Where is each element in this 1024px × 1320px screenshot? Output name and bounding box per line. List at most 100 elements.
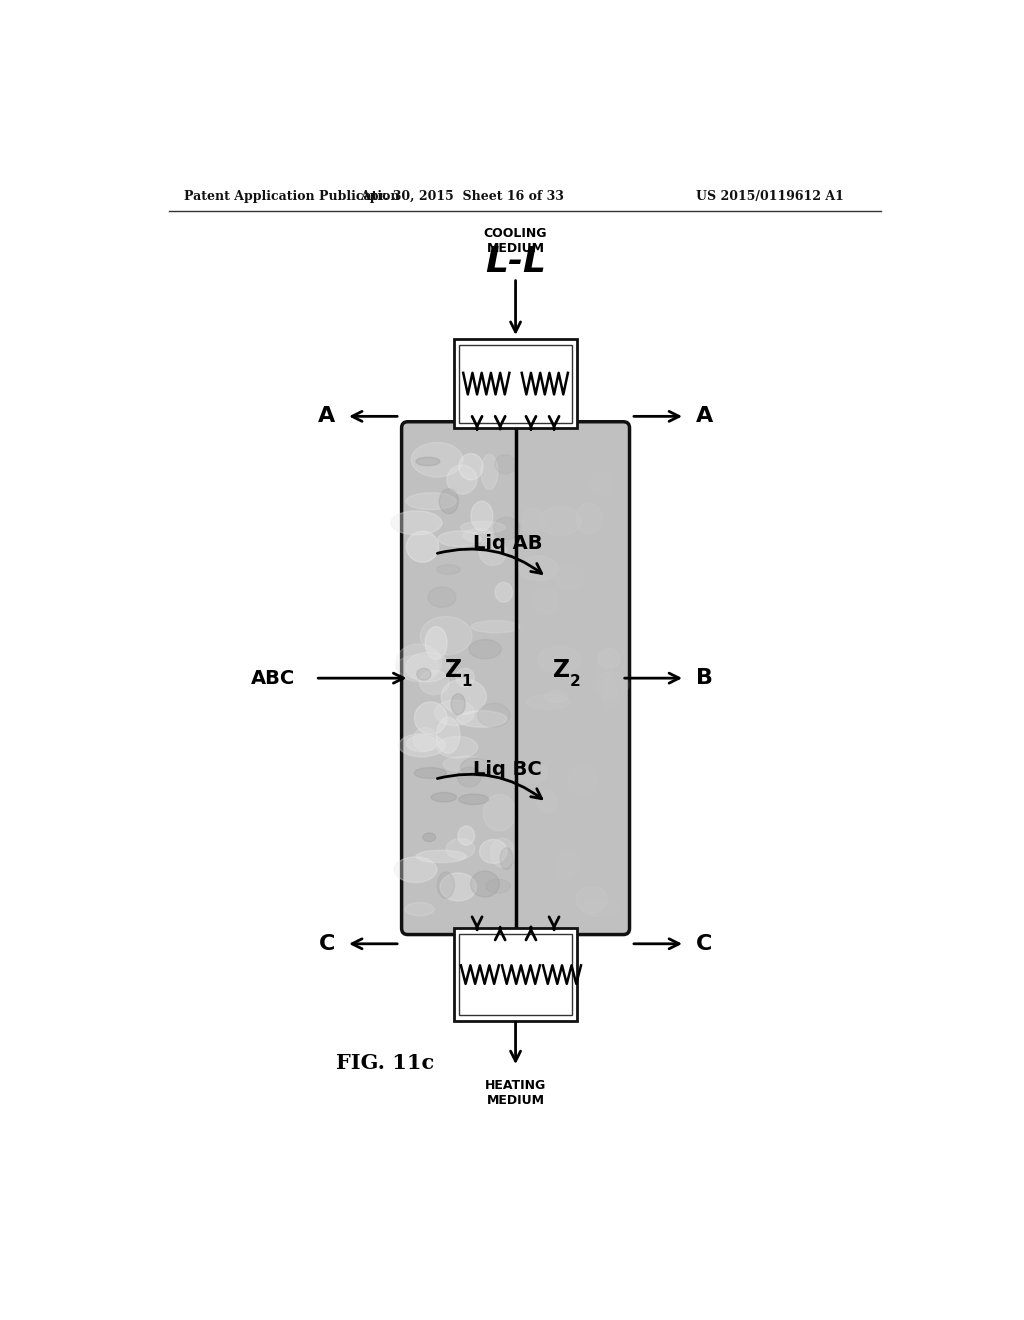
Ellipse shape	[437, 873, 455, 898]
Ellipse shape	[441, 678, 486, 714]
Ellipse shape	[545, 690, 568, 702]
Ellipse shape	[597, 653, 614, 680]
Ellipse shape	[598, 648, 621, 668]
Text: 2: 2	[569, 675, 581, 689]
Ellipse shape	[412, 442, 463, 477]
Ellipse shape	[439, 488, 459, 513]
Ellipse shape	[395, 644, 441, 681]
Ellipse shape	[423, 833, 435, 842]
Ellipse shape	[425, 627, 447, 659]
FancyBboxPatch shape	[401, 422, 630, 935]
Ellipse shape	[461, 758, 489, 776]
Ellipse shape	[477, 704, 510, 727]
Ellipse shape	[479, 539, 507, 565]
Text: Liq AB: Liq AB	[473, 535, 543, 553]
Ellipse shape	[398, 734, 445, 756]
Ellipse shape	[479, 840, 507, 863]
Ellipse shape	[443, 756, 486, 772]
Ellipse shape	[440, 873, 476, 900]
Text: Apr. 30, 2015  Sheet 16 of 33: Apr. 30, 2015 Sheet 16 of 33	[359, 190, 563, 203]
Ellipse shape	[577, 886, 607, 913]
Ellipse shape	[461, 521, 505, 533]
Ellipse shape	[602, 677, 617, 708]
Ellipse shape	[463, 529, 494, 543]
Ellipse shape	[575, 503, 602, 533]
Ellipse shape	[416, 457, 440, 466]
Ellipse shape	[416, 850, 466, 862]
Text: COOLING
MEDIUM: COOLING MEDIUM	[483, 227, 547, 255]
Ellipse shape	[469, 640, 501, 659]
Ellipse shape	[495, 582, 512, 602]
Ellipse shape	[407, 531, 438, 562]
Text: HEATING
MEDIUM: HEATING MEDIUM	[485, 1078, 546, 1106]
Ellipse shape	[457, 710, 507, 727]
Ellipse shape	[434, 700, 474, 726]
Ellipse shape	[591, 473, 611, 495]
Ellipse shape	[420, 671, 450, 694]
Text: C: C	[318, 933, 335, 954]
Ellipse shape	[494, 517, 520, 540]
Ellipse shape	[471, 502, 493, 531]
Ellipse shape	[500, 847, 513, 870]
Ellipse shape	[428, 587, 456, 607]
Bar	[460, 345, 571, 422]
Text: ABC: ABC	[251, 669, 295, 688]
Ellipse shape	[517, 762, 548, 783]
Ellipse shape	[394, 857, 437, 883]
Ellipse shape	[458, 826, 475, 845]
Ellipse shape	[458, 767, 481, 787]
Text: C: C	[696, 933, 713, 954]
Ellipse shape	[446, 465, 477, 494]
Ellipse shape	[436, 717, 460, 754]
Ellipse shape	[486, 879, 510, 894]
Ellipse shape	[526, 694, 570, 709]
Ellipse shape	[481, 454, 498, 490]
Text: Z: Z	[445, 659, 463, 682]
Text: L-L: L-L	[485, 246, 546, 280]
Ellipse shape	[406, 652, 450, 682]
Ellipse shape	[406, 492, 457, 510]
Ellipse shape	[518, 556, 558, 581]
Ellipse shape	[414, 768, 446, 779]
Ellipse shape	[407, 735, 438, 752]
Ellipse shape	[417, 668, 431, 680]
Ellipse shape	[582, 902, 617, 916]
Ellipse shape	[539, 507, 582, 535]
Ellipse shape	[531, 587, 559, 614]
Text: Z: Z	[553, 659, 570, 682]
Bar	[460, 933, 571, 1015]
Ellipse shape	[459, 795, 488, 805]
Ellipse shape	[431, 792, 457, 803]
Ellipse shape	[437, 565, 461, 574]
Ellipse shape	[438, 531, 481, 546]
Text: 1: 1	[462, 675, 472, 689]
Ellipse shape	[471, 871, 500, 898]
Ellipse shape	[452, 693, 465, 714]
Bar	[454, 339, 578, 428]
Ellipse shape	[420, 616, 472, 655]
Text: FIG. 11c: FIG. 11c	[336, 1053, 434, 1073]
Ellipse shape	[404, 903, 434, 916]
Ellipse shape	[391, 511, 442, 535]
Ellipse shape	[396, 655, 438, 678]
Bar	[454, 928, 578, 1020]
Ellipse shape	[594, 672, 629, 697]
Text: Patent Application Publication: Patent Application Publication	[184, 190, 400, 203]
Text: Liq BC: Liq BC	[473, 760, 543, 779]
Ellipse shape	[413, 727, 437, 751]
Ellipse shape	[471, 620, 520, 632]
Ellipse shape	[556, 850, 579, 879]
Text: A: A	[695, 407, 713, 426]
Ellipse shape	[568, 766, 598, 796]
Text: A: A	[318, 407, 336, 426]
Ellipse shape	[437, 737, 477, 758]
Ellipse shape	[522, 508, 545, 536]
Ellipse shape	[446, 838, 475, 859]
Ellipse shape	[555, 565, 584, 590]
Ellipse shape	[538, 645, 581, 673]
Ellipse shape	[456, 668, 474, 686]
Ellipse shape	[459, 454, 483, 480]
Ellipse shape	[537, 791, 557, 813]
Text: B: B	[695, 668, 713, 688]
Ellipse shape	[490, 838, 515, 867]
